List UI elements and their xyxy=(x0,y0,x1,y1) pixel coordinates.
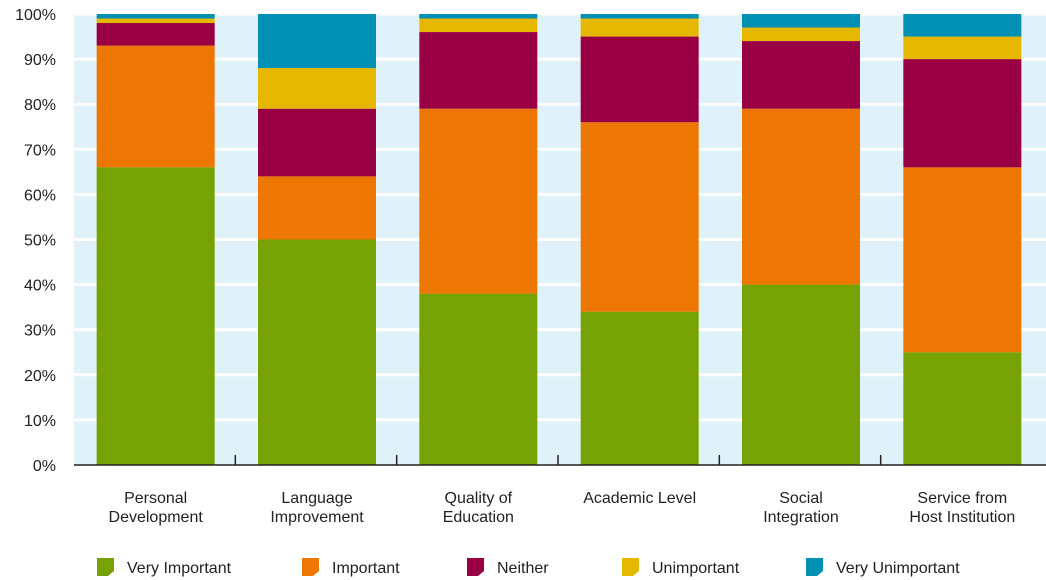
bar-segment xyxy=(903,352,1022,465)
y-tick-label: 20% xyxy=(24,368,56,385)
category-label: Academic Level xyxy=(583,490,696,507)
legend-item: Neither xyxy=(467,558,549,577)
legend-swatch xyxy=(302,558,319,576)
category-label: Service from xyxy=(917,490,1007,507)
y-tick-label: 40% xyxy=(24,278,56,295)
bar-segment xyxy=(419,14,538,19)
bar-segment xyxy=(580,18,699,37)
legend-label: Very Important xyxy=(127,560,232,577)
bar-segment xyxy=(742,284,860,465)
bar-segment xyxy=(419,32,538,109)
x-axis: Personal Development Language Improvement Qu… xyxy=(74,455,1046,526)
category-label: Development xyxy=(109,509,204,526)
bar-segment xyxy=(258,176,376,240)
bar-stack xyxy=(419,14,538,465)
bar-segment xyxy=(580,14,699,19)
legend-item: Unimportant xyxy=(622,558,740,577)
category-label: Personal xyxy=(124,490,187,507)
bar-stack xyxy=(903,14,1022,465)
category-label: Education xyxy=(443,509,514,526)
category-label: Quality of xyxy=(445,490,513,507)
legend-item: Important xyxy=(302,558,400,577)
bar-segment xyxy=(96,14,215,19)
bar-segment xyxy=(742,41,860,109)
bar-segment xyxy=(96,45,215,168)
y-tick-label: 60% xyxy=(24,187,56,204)
bar-stack xyxy=(258,14,376,465)
bar-segment xyxy=(742,14,860,28)
bar-segment xyxy=(580,122,699,312)
legend-label: Important xyxy=(332,560,400,577)
bar-stack xyxy=(742,14,860,465)
legend-swatch xyxy=(622,558,639,576)
bar-segment xyxy=(580,311,699,465)
y-tick-label: 10% xyxy=(24,413,56,430)
category-label: Language xyxy=(281,490,352,507)
y-tick-label: 80% xyxy=(24,97,56,114)
grid-lines xyxy=(74,12,1046,422)
bar-stack xyxy=(580,14,699,465)
bars-group xyxy=(96,14,1022,465)
bar-segment xyxy=(96,23,215,46)
bar-segment xyxy=(419,108,538,294)
bar-segment xyxy=(258,108,376,177)
legend: Very Important Important Neither Unimportan… xyxy=(97,558,960,577)
category-label: Social xyxy=(779,490,823,507)
bar-segment xyxy=(258,14,376,69)
category-label: Integration xyxy=(763,509,839,526)
bar-segment xyxy=(903,36,1022,60)
bar-segment xyxy=(742,108,860,285)
legend-swatch xyxy=(97,558,114,576)
y-tick-label: 50% xyxy=(24,233,56,250)
bar-segment xyxy=(419,18,538,33)
bar-segment xyxy=(742,27,860,42)
bar-segment xyxy=(258,68,376,109)
y-axis: 0% 10% 20% 30% 40% 50% 60% 70% 80% 90% 100% xyxy=(15,7,56,475)
legend-item: Very Important xyxy=(97,558,232,577)
bar-segment xyxy=(258,239,376,465)
y-tick-label: 0% xyxy=(33,458,56,475)
bar-segment xyxy=(419,293,538,465)
y-tick-label: 70% xyxy=(24,142,56,159)
bar-segment xyxy=(96,18,215,24)
bar-stack xyxy=(96,14,215,465)
bar-segment xyxy=(903,14,1022,37)
bar-segment xyxy=(96,167,215,465)
bar-segment xyxy=(903,59,1022,168)
legend-swatch xyxy=(467,558,484,576)
category-label: Host Institution xyxy=(909,509,1015,526)
y-tick-label: 90% xyxy=(24,52,56,69)
bar-segment xyxy=(903,167,1022,353)
y-tick-label: 30% xyxy=(24,323,56,340)
category-label: Improvement xyxy=(270,509,364,526)
legend-item: Very Unimportant xyxy=(806,558,960,577)
bar-segment xyxy=(580,36,699,123)
legend-label: Neither xyxy=(497,560,549,577)
legend-label: Unimportant xyxy=(652,560,740,577)
y-tick-label: 100% xyxy=(15,7,56,24)
legend-swatch xyxy=(806,558,823,576)
legend-label: Very Unimportant xyxy=(836,560,960,577)
